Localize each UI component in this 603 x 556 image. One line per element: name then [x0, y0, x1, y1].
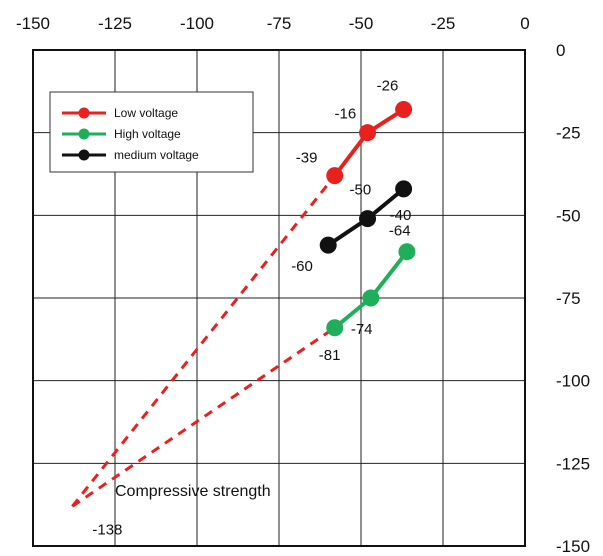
- legend-label: High voltage: [114, 127, 181, 141]
- y-tick-label: -100: [556, 372, 590, 391]
- y-tick-label: -25: [556, 124, 581, 143]
- y-tick-label: -150: [556, 537, 590, 556]
- data-point: [359, 124, 377, 142]
- legend-marker: [78, 128, 90, 140]
- data-point: [395, 101, 413, 119]
- x-tick-label: -50: [349, 14, 374, 33]
- x-tick-label: 0: [520, 14, 529, 33]
- data-label: -40: [390, 207, 412, 224]
- legend-label: Low voltage: [114, 106, 178, 120]
- y-tick-label: -125: [556, 454, 590, 473]
- x-tick-label: -125: [98, 14, 132, 33]
- data-label: -39: [296, 150, 318, 167]
- data-labels: -39 -16 -26 -81 -74 -64 -60 -50 -40: [291, 78, 411, 364]
- extrapolation-line: [71, 326, 336, 508]
- annotations: Compressive strength -138: [92, 483, 270, 539]
- legend-marker: [78, 107, 90, 119]
- annotation-compressive-strength: Compressive strength: [115, 483, 271, 500]
- data-point: [362, 289, 380, 307]
- data-label: -81: [319, 347, 341, 364]
- y-axis-ticks: 0 -25 -50 -75 -100 -125 -150: [556, 41, 590, 556]
- data-label: -74: [351, 321, 373, 338]
- plot-border: [32, 49, 526, 547]
- data-point: [398, 243, 416, 261]
- data-point: [326, 319, 344, 337]
- y-tick-label: -75: [556, 289, 581, 308]
- series: [319, 101, 416, 337]
- annotation-value: -138: [92, 521, 122, 538]
- x-axis-ticks: -150 -125 -100 -75 -50 -25 0: [16, 14, 530, 33]
- y-tick-label: 0: [556, 41, 565, 60]
- x-tick-label: -75: [267, 14, 292, 33]
- data-point: [395, 180, 413, 198]
- legend-marker: [78, 149, 90, 161]
- data-label: -64: [389, 223, 411, 240]
- x-tick-label: -100: [180, 14, 214, 33]
- data-point: [359, 210, 377, 228]
- extrapolation-lines: [71, 174, 336, 508]
- data-label: -16: [335, 106, 357, 123]
- data-label: -50: [350, 182, 372, 199]
- data-label: -60: [291, 258, 313, 275]
- extrapolation-line: [71, 174, 336, 508]
- x-tick-label: -25: [431, 14, 456, 33]
- data-label: -26: [377, 78, 399, 95]
- plot-frame: [32, 49, 526, 547]
- data-point: [319, 236, 337, 254]
- y-tick-label: -50: [556, 206, 581, 225]
- legend-label: medium voltage: [114, 148, 199, 162]
- legend: Low voltage High voltage medium voltage: [49, 91, 254, 173]
- x-tick-label: -150: [16, 14, 50, 33]
- data-point: [326, 167, 344, 185]
